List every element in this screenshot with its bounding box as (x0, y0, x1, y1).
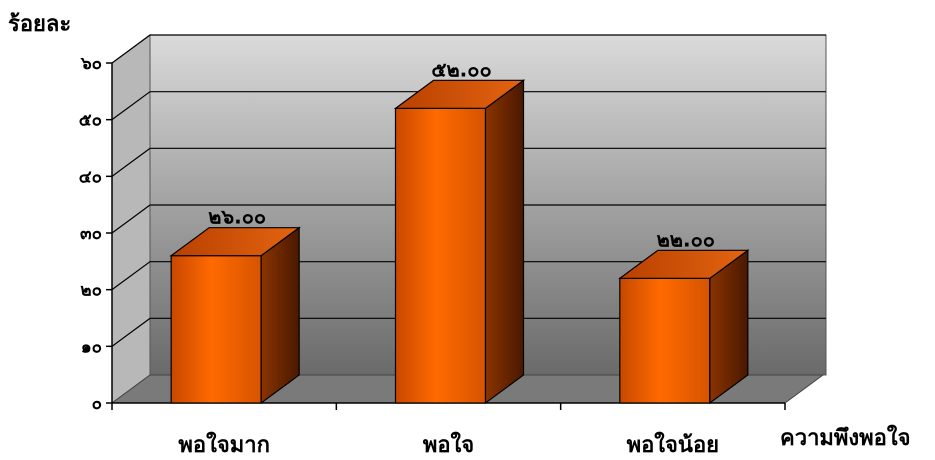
bar-1 (169, 226, 301, 405)
bar-top (618, 249, 750, 279)
x-tick-label: พอใจมาก (178, 431, 270, 458)
data-label: ๒๒.๐๐ (657, 227, 715, 251)
y-tick-label: ๕๐ (79, 111, 102, 131)
bar-front (170, 255, 262, 404)
x-axis-title: ความพึงพอใจ (780, 426, 911, 451)
bar-3 (618, 249, 750, 405)
y-tick-label: ๔๐ (79, 167, 102, 187)
bar-2 (393, 79, 526, 405)
x-tick-label: พอใจ (423, 431, 474, 458)
gridline (111, 317, 826, 347)
gridline (111, 204, 826, 234)
gridline (111, 261, 826, 291)
bar-top (393, 79, 526, 109)
bar-side (260, 226, 300, 405)
y-tick-label: ๓๐ (80, 224, 102, 244)
gridline (111, 147, 826, 177)
bar-front (619, 277, 711, 404)
bar-side (484, 79, 525, 405)
x-tick-label: พอใจน้อย (627, 431, 720, 458)
y-tick-label: ๐ (92, 394, 102, 414)
y-tick-label: ๒๐ (80, 281, 102, 301)
y-axis-title: ร้อยละ (8, 12, 72, 37)
data-label: ๕๒.๐๐ (431, 57, 491, 81)
bar-top (169, 227, 301, 257)
gridline (111, 91, 826, 121)
y-tick-label: ๖๐ (80, 54, 102, 74)
bar-front (394, 107, 487, 404)
data-label: ๒๖.๐๐ (208, 205, 266, 229)
y-tick-label: ๑๐ (81, 337, 102, 357)
gridline (111, 34, 826, 64)
